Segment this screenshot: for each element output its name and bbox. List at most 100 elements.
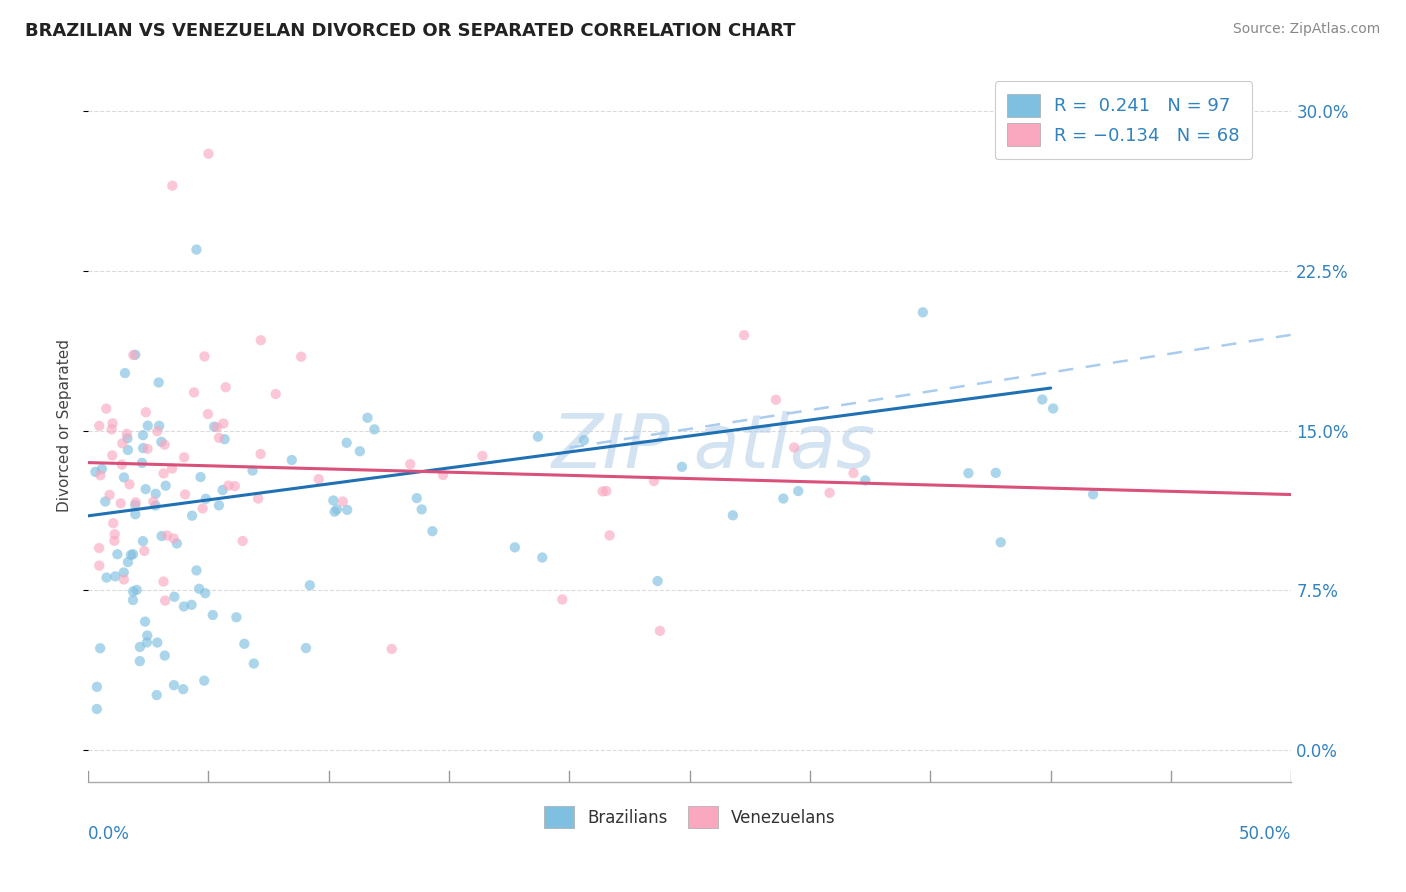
Point — [98, 488, 121, 502]
Point — [194, 491, 217, 506]
Point — [671, 459, 693, 474]
Point — [191, 501, 214, 516]
Point — [323, 505, 346, 519]
Point — [336, 503, 359, 517]
Point — [153, 438, 176, 452]
Point — [86, 702, 108, 716]
Point — [842, 466, 865, 480]
Point — [122, 584, 145, 599]
Point — [183, 385, 205, 400]
Point — [148, 418, 170, 433]
Point — [132, 534, 155, 549]
Point — [163, 678, 186, 692]
Point — [132, 441, 155, 455]
Point — [264, 387, 287, 401]
Point — [115, 426, 138, 441]
Point — [120, 548, 142, 562]
Point — [818, 485, 841, 500]
Point — [94, 494, 117, 508]
Point — [104, 569, 127, 583]
Point — [531, 550, 554, 565]
Point — [186, 564, 208, 578]
Point — [295, 641, 318, 656]
Point — [215, 380, 238, 394]
Point — [247, 491, 270, 506]
Point — [174, 487, 197, 501]
Point — [193, 350, 215, 364]
Point — [136, 418, 159, 433]
Point — [145, 688, 167, 702]
Point — [721, 508, 744, 523]
Point — [595, 484, 617, 499]
Point — [145, 487, 167, 501]
Point — [853, 474, 876, 488]
Point — [148, 376, 170, 390]
Point — [132, 428, 155, 442]
Point — [155, 478, 177, 492]
Point — [156, 528, 179, 542]
Text: 0.0%: 0.0% — [89, 825, 129, 843]
Text: 50.0%: 50.0% — [1239, 825, 1291, 843]
Point — [96, 401, 118, 416]
Point — [117, 555, 139, 569]
Point — [128, 654, 150, 668]
Point — [124, 508, 146, 522]
Point — [103, 516, 125, 531]
Point — [399, 457, 422, 471]
Point — [336, 435, 359, 450]
Point — [592, 484, 614, 499]
Point — [122, 348, 145, 362]
Point — [150, 529, 173, 543]
Point — [527, 430, 550, 444]
Point — [124, 498, 146, 512]
Point — [225, 610, 247, 624]
Point — [135, 405, 157, 419]
Point — [308, 472, 330, 486]
Point — [160, 461, 183, 475]
Point — [188, 582, 211, 596]
Point — [181, 508, 204, 523]
Point — [201, 607, 224, 622]
Point — [89, 418, 111, 433]
Point — [103, 533, 125, 548]
Point — [381, 642, 404, 657]
Point — [599, 528, 621, 542]
Point — [643, 474, 665, 488]
Point — [249, 333, 271, 347]
Point — [212, 417, 235, 431]
Point — [136, 628, 159, 642]
Point — [432, 468, 454, 483]
Point — [363, 422, 385, 436]
Point — [163, 590, 186, 604]
Point — [101, 417, 124, 431]
Point — [153, 593, 176, 607]
Legend: Brazilians, Venezuelans: Brazilians, Venezuelans — [537, 800, 842, 834]
Point — [211, 483, 233, 497]
Point — [186, 243, 208, 257]
Point — [647, 574, 669, 588]
Point — [145, 499, 167, 513]
Point — [134, 615, 156, 629]
Point — [232, 533, 254, 548]
Point — [125, 582, 148, 597]
Point — [194, 586, 217, 600]
Point — [142, 494, 165, 508]
Point — [765, 392, 787, 407]
Point — [243, 657, 266, 671]
Point — [173, 450, 195, 465]
Point — [110, 496, 132, 510]
Point — [101, 448, 124, 462]
Point — [146, 635, 169, 649]
Point — [112, 566, 135, 580]
Point — [205, 420, 228, 434]
Point — [249, 447, 271, 461]
Point — [134, 544, 156, 558]
Point — [772, 491, 794, 506]
Point — [957, 466, 980, 480]
Point — [180, 598, 202, 612]
Point — [166, 536, 188, 550]
Point — [163, 532, 186, 546]
Point — [124, 495, 146, 509]
Point — [112, 573, 135, 587]
Point — [89, 541, 111, 555]
